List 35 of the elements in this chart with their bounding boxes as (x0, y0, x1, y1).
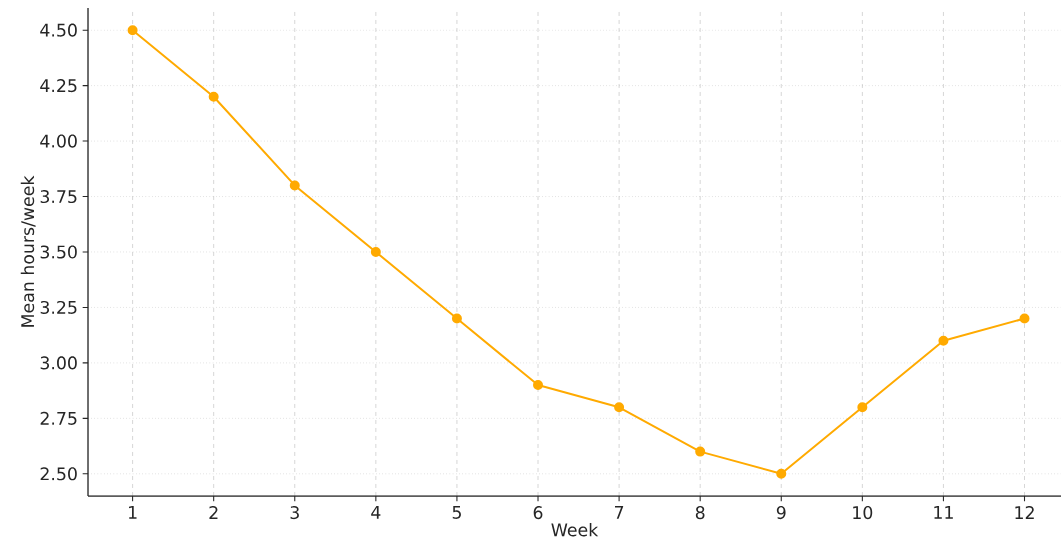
point (370, 246, 381, 257)
y-tick-label: 3.00 (40, 356, 77, 370)
y-tick-label: 3.50 (40, 245, 77, 259)
y-tick-label: 2.75 (40, 411, 77, 425)
y-tick-label: 4.00 (40, 134, 77, 148)
point (208, 91, 219, 102)
x-tick-label: 4 (371, 506, 381, 519)
point (857, 402, 868, 413)
y-axis-title: Mean hours/week (20, 175, 36, 327)
y-tick-label: 3.75 (40, 189, 77, 204)
point (776, 468, 787, 479)
x-tick-label: 5 (452, 506, 461, 519)
x-tick-label: 12 (1015, 506, 1034, 519)
x-tick-label: 10 (853, 506, 873, 520)
x-tick-label: 7 (615, 506, 624, 519)
y-tick-label: 4.25 (40, 79, 77, 93)
x-tick-label: 11 (934, 506, 953, 519)
y-tick-label: 2.50 (40, 467, 77, 481)
x-tick-label: 9 (776, 506, 786, 520)
point (451, 313, 462, 324)
x-axis-title: Week (551, 522, 599, 537)
x-tick-label: 1 (128, 506, 137, 519)
point (938, 335, 949, 346)
point (289, 180, 300, 191)
x-tick-label: 8 (695, 506, 705, 520)
point (695, 446, 706, 457)
point (1019, 313, 1030, 324)
point (614, 402, 625, 413)
x-tick-label: 2 (209, 506, 218, 519)
x-tick-label: 6 (533, 506, 543, 520)
y-tick-label: 3.25 (40, 300, 77, 314)
point (533, 380, 544, 391)
y-tick-label: 4.50 (40, 23, 77, 37)
x-tick-label: 3 (290, 506, 299, 520)
point (127, 25, 138, 36)
